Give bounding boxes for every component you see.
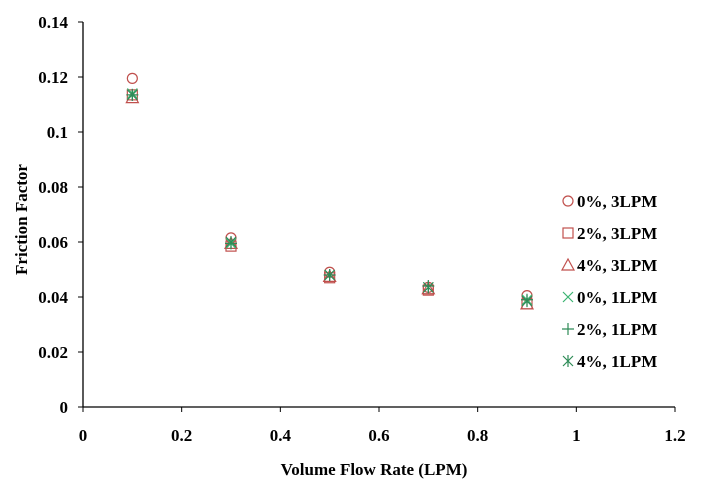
legend-marker-square (562, 227, 574, 239)
legend-marker-triangle (560, 257, 576, 271)
y-tick-label: 0.02 (38, 343, 68, 362)
legend-label: 0%, 3LPM (577, 192, 657, 211)
data-point-asterisk (126, 88, 138, 101)
y-axis-ticks: 0 0.02 0.04 0.06 0.08 0.1 0.12 0.14 (38, 13, 83, 417)
data-point-triangle (322, 269, 337, 282)
y-tick-label: 0.04 (38, 288, 68, 307)
y-axis-title: Friction Factor (12, 164, 31, 275)
x-tick-label: 0.6 (368, 426, 389, 445)
y-tick-label: 0.14 (38, 13, 68, 32)
y-tick-label: 0.08 (38, 178, 68, 197)
legend-label: 2%, 3LPM (577, 224, 657, 243)
x-tick-label: 1.2 (664, 426, 685, 445)
y-tick-label: 0.06 (38, 233, 68, 252)
x-axis-ticks: 0 0.2 0.4 0.6 0.8 1 1.2 (79, 407, 686, 445)
legend-marker-x (562, 291, 574, 303)
x-axis-title: Volume Flow Rate (LPM) (281, 460, 468, 479)
y-tick-label: 0 (60, 398, 69, 417)
legend-item: 4%, 1LPM (562, 352, 657, 371)
legend-item: 0%, 1LPM (562, 288, 657, 307)
legend-label: 0%, 1LPM (577, 288, 657, 307)
x-tick-label: 0 (79, 426, 88, 445)
data-points (125, 72, 535, 310)
data-point-triangle (421, 281, 436, 295)
x-tick-label: 0.4 (270, 426, 292, 445)
legend-marker-circle (562, 195, 574, 207)
data-point-asterisk (225, 236, 237, 248)
legend-marker-plus (562, 323, 574, 335)
legend-item: 2%, 1LPM (562, 320, 657, 339)
data-point-asterisk (324, 269, 336, 281)
plot-area: 0 0.2 0.4 0.6 0.8 1 1.2 0 0.02 0.04 0.06 0.08 0.1 0.… (38, 13, 685, 445)
legend: 0%, 3LPM 2%, 3LPM 4%, 3LPM 0%, 1LPM 2%, 1LPM… (560, 192, 657, 371)
legend-label: 4%, 3LPM (577, 256, 657, 275)
x-tick-label: 0.8 (467, 426, 488, 445)
legend-item: 0%, 3LPM (562, 192, 657, 211)
legend-item: 2%, 3LPM (562, 224, 657, 243)
legend-label: 2%, 1LPM (577, 320, 657, 339)
data-point-circle (126, 72, 138, 84)
legend-label: 4%, 1LPM (577, 352, 657, 371)
y-tick-label: 0.12 (38, 68, 68, 87)
x-tick-label: 1 (572, 426, 581, 445)
legend-marker-asterisk (562, 355, 574, 367)
legend-item: 4%, 3LPM (560, 256, 657, 275)
y-tick-label: 0.1 (47, 123, 68, 142)
data-point-asterisk (422, 281, 434, 294)
x-tick-label: 0.2 (171, 426, 192, 445)
data-point-asterisk (521, 295, 533, 308)
